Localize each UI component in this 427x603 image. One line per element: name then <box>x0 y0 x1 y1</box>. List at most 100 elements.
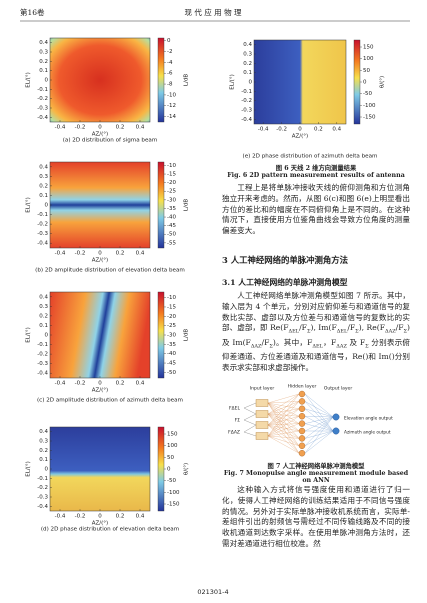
y-tick-label: 0.1 <box>39 323 48 329</box>
colorbar-tick-label: -45 <box>167 361 176 367</box>
connection <box>267 424 300 432</box>
colorbar-tick-label: -6 <box>167 71 173 77</box>
colorbar-tick-label: -4 <box>167 60 173 66</box>
y-tick-label: 0.4 <box>39 40 48 46</box>
connection <box>267 424 300 454</box>
connection <box>304 416 334 454</box>
subscript: Σ <box>355 328 359 335</box>
connection <box>304 401 334 418</box>
paragraph: 这种输入方式将信号强度使用和通道进行了归一化，使得人工神经网络的训练结果适用于不… <box>222 485 410 550</box>
subsection-heading: 3.1 人工神经网络的单脉冲测角模型 <box>222 278 348 287</box>
heatmap <box>50 292 150 378</box>
input-link <box>243 413 257 426</box>
hidden-node <box>298 435 306 442</box>
signal-label: FΔEL <box>229 406 241 412</box>
colorbar-tick-label: 150 <box>167 432 178 438</box>
ann-diagram: Input layer Hidden layer Output layer FΔ… <box>228 384 393 457</box>
y-tick-label: -0.3 <box>37 106 48 112</box>
colorbar-tick-label: -55 <box>167 240 176 246</box>
colorbar-tick-label: -50 <box>167 370 176 376</box>
y-tick-label: 0.1 <box>39 457 48 463</box>
input-link <box>243 402 257 415</box>
y-tick-label: -0.1 <box>37 342 48 348</box>
colorbar <box>353 39 361 125</box>
connection <box>304 416 334 418</box>
x-tick-label: -0.4 <box>55 381 66 387</box>
figure-caption: 图 6 天线 2 维方向测量结果 <box>275 165 357 172</box>
colorbar-tick-label: -25 <box>167 323 176 329</box>
hidden-node <box>298 420 306 427</box>
connection <box>267 408 300 437</box>
x-tick-label: -0.2 <box>75 514 86 520</box>
colorbar-tick-label: -8 <box>167 82 173 88</box>
heatmap <box>50 162 150 248</box>
x-tick-label: -0.4 <box>258 127 269 133</box>
y-tick-label: 0.3 <box>243 52 252 58</box>
volume: 第16卷 <box>20 7 45 17</box>
hidden-node <box>298 413 306 420</box>
y-axis-label: EL/(°) <box>26 197 32 212</box>
signal-label: FΣ <box>235 418 241 424</box>
colorbar-tick-label: -35 <box>167 342 176 348</box>
y-axis-label: EL/(°) <box>230 74 236 89</box>
y-tick-label: 0.4 <box>39 429 48 435</box>
y-tick-label: -0.1 <box>37 212 48 218</box>
connection <box>267 401 300 437</box>
x-axis-label: AZ/(°) <box>92 258 108 264</box>
y-tick-label: -0.4 <box>37 241 48 247</box>
layer-label: Hidden layer <box>288 384 317 390</box>
colorbar-tick-label: 0 <box>167 38 171 44</box>
x-tick-label: -0.2 <box>75 381 86 387</box>
x-tick-label: -0.2 <box>75 251 86 257</box>
subscript: Σ <box>306 328 311 335</box>
hidden-node <box>298 450 306 457</box>
colorbar-tick-label: -40 <box>167 351 176 357</box>
connection <box>267 424 300 446</box>
text-run: /F <box>261 337 270 347</box>
colorbar-tick-label: -35 <box>167 206 176 212</box>
y-tick-label: -0.4 <box>37 504 48 510</box>
x-axis-label: AZ/(°) <box>292 134 308 140</box>
x-tick-label: -0.4 <box>55 514 66 520</box>
connection <box>304 408 334 418</box>
subscript: ΔEL <box>336 328 348 335</box>
colorbar-label: L/dB <box>184 199 190 211</box>
colorbar <box>157 426 165 512</box>
input-link <box>243 424 257 437</box>
y-tick-label: -0.4 <box>37 371 48 377</box>
colorbar <box>157 291 165 379</box>
connection <box>267 408 300 415</box>
y-tick-label: -0.4 <box>37 115 48 121</box>
colorbar-tick-label: -25 <box>167 189 176 195</box>
heatmap-figure: 0.4 0.3 0.2 0.1 0 -0.1 -0.2 -0.3 -0.4 -0.4 -0.2 0 0.… <box>26 426 190 533</box>
colorbar-tick-label: 0 <box>363 80 367 86</box>
output-node <box>332 427 340 435</box>
heatmap-figure: 0.4 0.3 0.2 0.1 0 -0.1 -0.2 -0.3 -0.4 -0.4 -0.2 0 0.… <box>230 39 386 160</box>
connection <box>267 393 300 415</box>
colorbar-tick-label: -100 <box>363 103 376 109</box>
colorbar-tick-label: -10 <box>167 92 176 98</box>
connection <box>304 430 334 446</box>
y-tick-label: -0.4 <box>241 117 252 123</box>
y-tick-label: 0 <box>45 467 49 473</box>
y-axis-label: EL/(°) <box>26 327 32 342</box>
connection <box>267 408 300 426</box>
connection <box>304 416 334 439</box>
paragraph: 工程上是将单脉冲接收天线的俯仰测角和方位测角独立开来考虑的。然而，从图 6(c)… <box>222 183 410 237</box>
y-tick-label: 0 <box>45 203 49 209</box>
y-tick-label: -0.1 <box>241 89 252 95</box>
text-run: 人工神经网络单脉冲测角模型如图 7 所示。其中，输入层为 4 个单元，分别对应俯… <box>222 291 410 333</box>
colorbar-label: θ/(°) <box>380 76 386 88</box>
output-node <box>332 413 340 421</box>
page-number: 021301-4 <box>197 588 228 596</box>
connection <box>267 435 300 454</box>
y-tick-label: 0.2 <box>243 61 252 67</box>
hidden-node <box>298 405 306 412</box>
x-tick-label: 0.4 <box>136 381 145 387</box>
heatmap <box>50 38 150 122</box>
paragraph: 人工神经网络单脉冲测角模型如图 7 所示。其中，输入层为 4 个单元，分别对应俯… <box>222 291 410 374</box>
figure-subcaption: (c) 2D amplitude distribution of azimuth… <box>37 398 183 404</box>
hidden-node <box>298 390 306 398</box>
y-tick-label: 0.2 <box>39 448 48 454</box>
